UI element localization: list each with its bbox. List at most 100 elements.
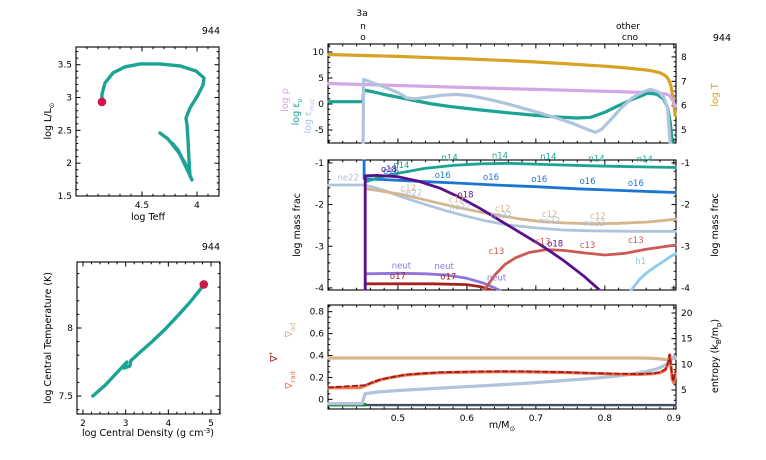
isotope-label-o17: o17 (390, 272, 406, 282)
series-hr-track-line (100, 62, 206, 182)
grad-rad-axis-title: ∇rad (284, 371, 297, 390)
y-tick-label: 0.2 (310, 373, 324, 383)
x-tick-label: 0.9 (667, 414, 682, 424)
x-tick-label: 0.6 (460, 414, 475, 424)
axes-frame-profile-thermo (327, 43, 677, 144)
axes-frame-tc-rhoc (76, 261, 221, 415)
series-o18-line (363, 174, 602, 291)
burn-label-o: o (360, 33, 366, 43)
y-tick-label: -5 (315, 126, 324, 136)
burn-label-3a: 3a (356, 9, 367, 19)
y-tick-label: 10 (313, 48, 325, 58)
y2-tick-label: 5 (681, 126, 687, 136)
isotope-label-n14: n14 (637, 155, 653, 165)
y2-tick-label: -4 (681, 284, 690, 294)
isotope-label-c13: c13 (580, 241, 596, 251)
panel-profile-gradients: 0.5 0.6 0.7 0.8 0.9 0 0.2 0.4 0.6 0.8 5 10 15 20 ∇ad ∇*… (268, 304, 723, 433)
isotope-label-n14: n14 (492, 151, 508, 161)
y-tick-label: -2 (315, 201, 324, 211)
y-tick-label: 8 (67, 324, 73, 334)
y2-tick-label: -1 (681, 159, 690, 169)
grad-ad-axis-title: ∇ad (284, 323, 297, 339)
series-entropy-line (327, 354, 677, 406)
panel-tc-rhoc: 2 3 4 5 7.5 8 log Central Density (g cm-3) log … (43, 242, 221, 439)
y2-tick-label: -2 (681, 201, 690, 211)
x-tick-label: 4 (165, 419, 171, 429)
hr-x-title: log Teff (131, 212, 166, 223)
isotope-label-c12: c12 (401, 184, 417, 194)
y2-tick-label: 15 (681, 335, 692, 345)
isotope-label-ne22: ne22 (401, 188, 422, 198)
panel-hr: 4.5 4 1.5 2 2.5 3 3.5 log Teff log L/L⊙ 944 (43, 26, 220, 223)
current-model-marker (199, 280, 209, 289)
x-tick-label: 2 (80, 419, 86, 429)
mass-x-title: m/M⊙ (489, 420, 515, 433)
series-log-rho-line (327, 81, 677, 108)
tc-x-title: log Central Density (g cm-3) (82, 427, 214, 439)
y-tick-label: 1.5 (58, 192, 72, 202)
model-number-label: 944 (202, 26, 220, 37)
isotope-label-ne22: ne22 (338, 173, 359, 183)
isotope-label-o18: o18 (381, 165, 397, 175)
x-tick-label: 3 (123, 419, 129, 429)
isotope-label-o16: o16 (628, 179, 644, 189)
massfrac-right-title: log mass frac (710, 193, 721, 257)
rho-axis-title: log ρ (280, 88, 291, 112)
axes-frame-profile-abundances (327, 159, 677, 291)
y2-tick-label: 5 (681, 386, 687, 396)
series-grad-ad-line (327, 356, 677, 362)
isotope-label-c12: c12 (449, 196, 465, 206)
isotope-label-o16: o16 (531, 175, 547, 185)
isotope-label-ne22: ne22 (449, 203, 470, 213)
isotope-label-o16: o16 (483, 173, 499, 183)
y2-tick-label: -3 (681, 242, 690, 252)
model-number-label: 944 (202, 242, 220, 253)
isotope-label-o16: o16 (435, 171, 451, 181)
grad-star-axis-title: ∇* (268, 352, 280, 363)
isotope-label-c12: c12 (495, 204, 511, 214)
x-tick-label: 4.5 (135, 201, 149, 211)
burn-label-n: n (360, 22, 366, 32)
isotope-label-o17: o17 (440, 273, 456, 283)
isotope-label-neut: neut (487, 273, 507, 283)
y2-tick-label: 6 (681, 102, 687, 112)
y-tick-label: -1 (315, 159, 324, 169)
isotope-label-ne22: ne22 (584, 219, 605, 229)
series-log-T-line (327, 52, 677, 117)
isotope-label-o18: o18 (547, 239, 563, 249)
isotope-label-c13: c13 (628, 236, 644, 246)
series-tc-rhoc-track-line (91, 282, 206, 398)
y2-tick-label: 7 (681, 77, 687, 87)
isotope-label-o18: o18 (458, 191, 474, 201)
series-c12-line (363, 187, 677, 226)
isotope-label-c13: c13 (535, 238, 551, 248)
isotope-label-n14: n14 (442, 153, 458, 163)
burn-label-cno: cno (622, 33, 639, 43)
isotope-label-c13: c13 (489, 247, 505, 257)
y-tick-label: 2 (66, 159, 72, 169)
isotope-label-o16: o16 (383, 167, 399, 177)
y-tick-label: 0.6 (310, 330, 325, 340)
series-h1-line (629, 252, 677, 291)
isotope-label-ne22: ne22 (539, 216, 560, 226)
y-tick-label: 0.8 (310, 308, 325, 318)
log-T-axis-title: log T (710, 83, 721, 107)
y-tick-label: 0 (318, 100, 324, 110)
isotope-label-n14: n14 (588, 154, 604, 164)
series-ne22-line (327, 183, 677, 233)
isotope-label-neut: neut (392, 261, 412, 271)
x-tick-label: 4 (194, 201, 200, 211)
x-tick-label: 0.8 (598, 414, 613, 424)
burn-label-other: other (616, 22, 640, 32)
isotope-label-n14: n14 (393, 161, 409, 171)
eps-nuc-axis-title: log εnuc (303, 98, 316, 133)
isotope-label-c12: c12 (590, 212, 606, 222)
isotope-label-ne22: ne22 (491, 211, 512, 221)
isotope-label-n14: n14 (540, 153, 556, 163)
y-tick-label: 7.5 (59, 392, 73, 402)
series-n14-line (364, 161, 677, 184)
isotope-label-c12: c12 (542, 210, 558, 220)
